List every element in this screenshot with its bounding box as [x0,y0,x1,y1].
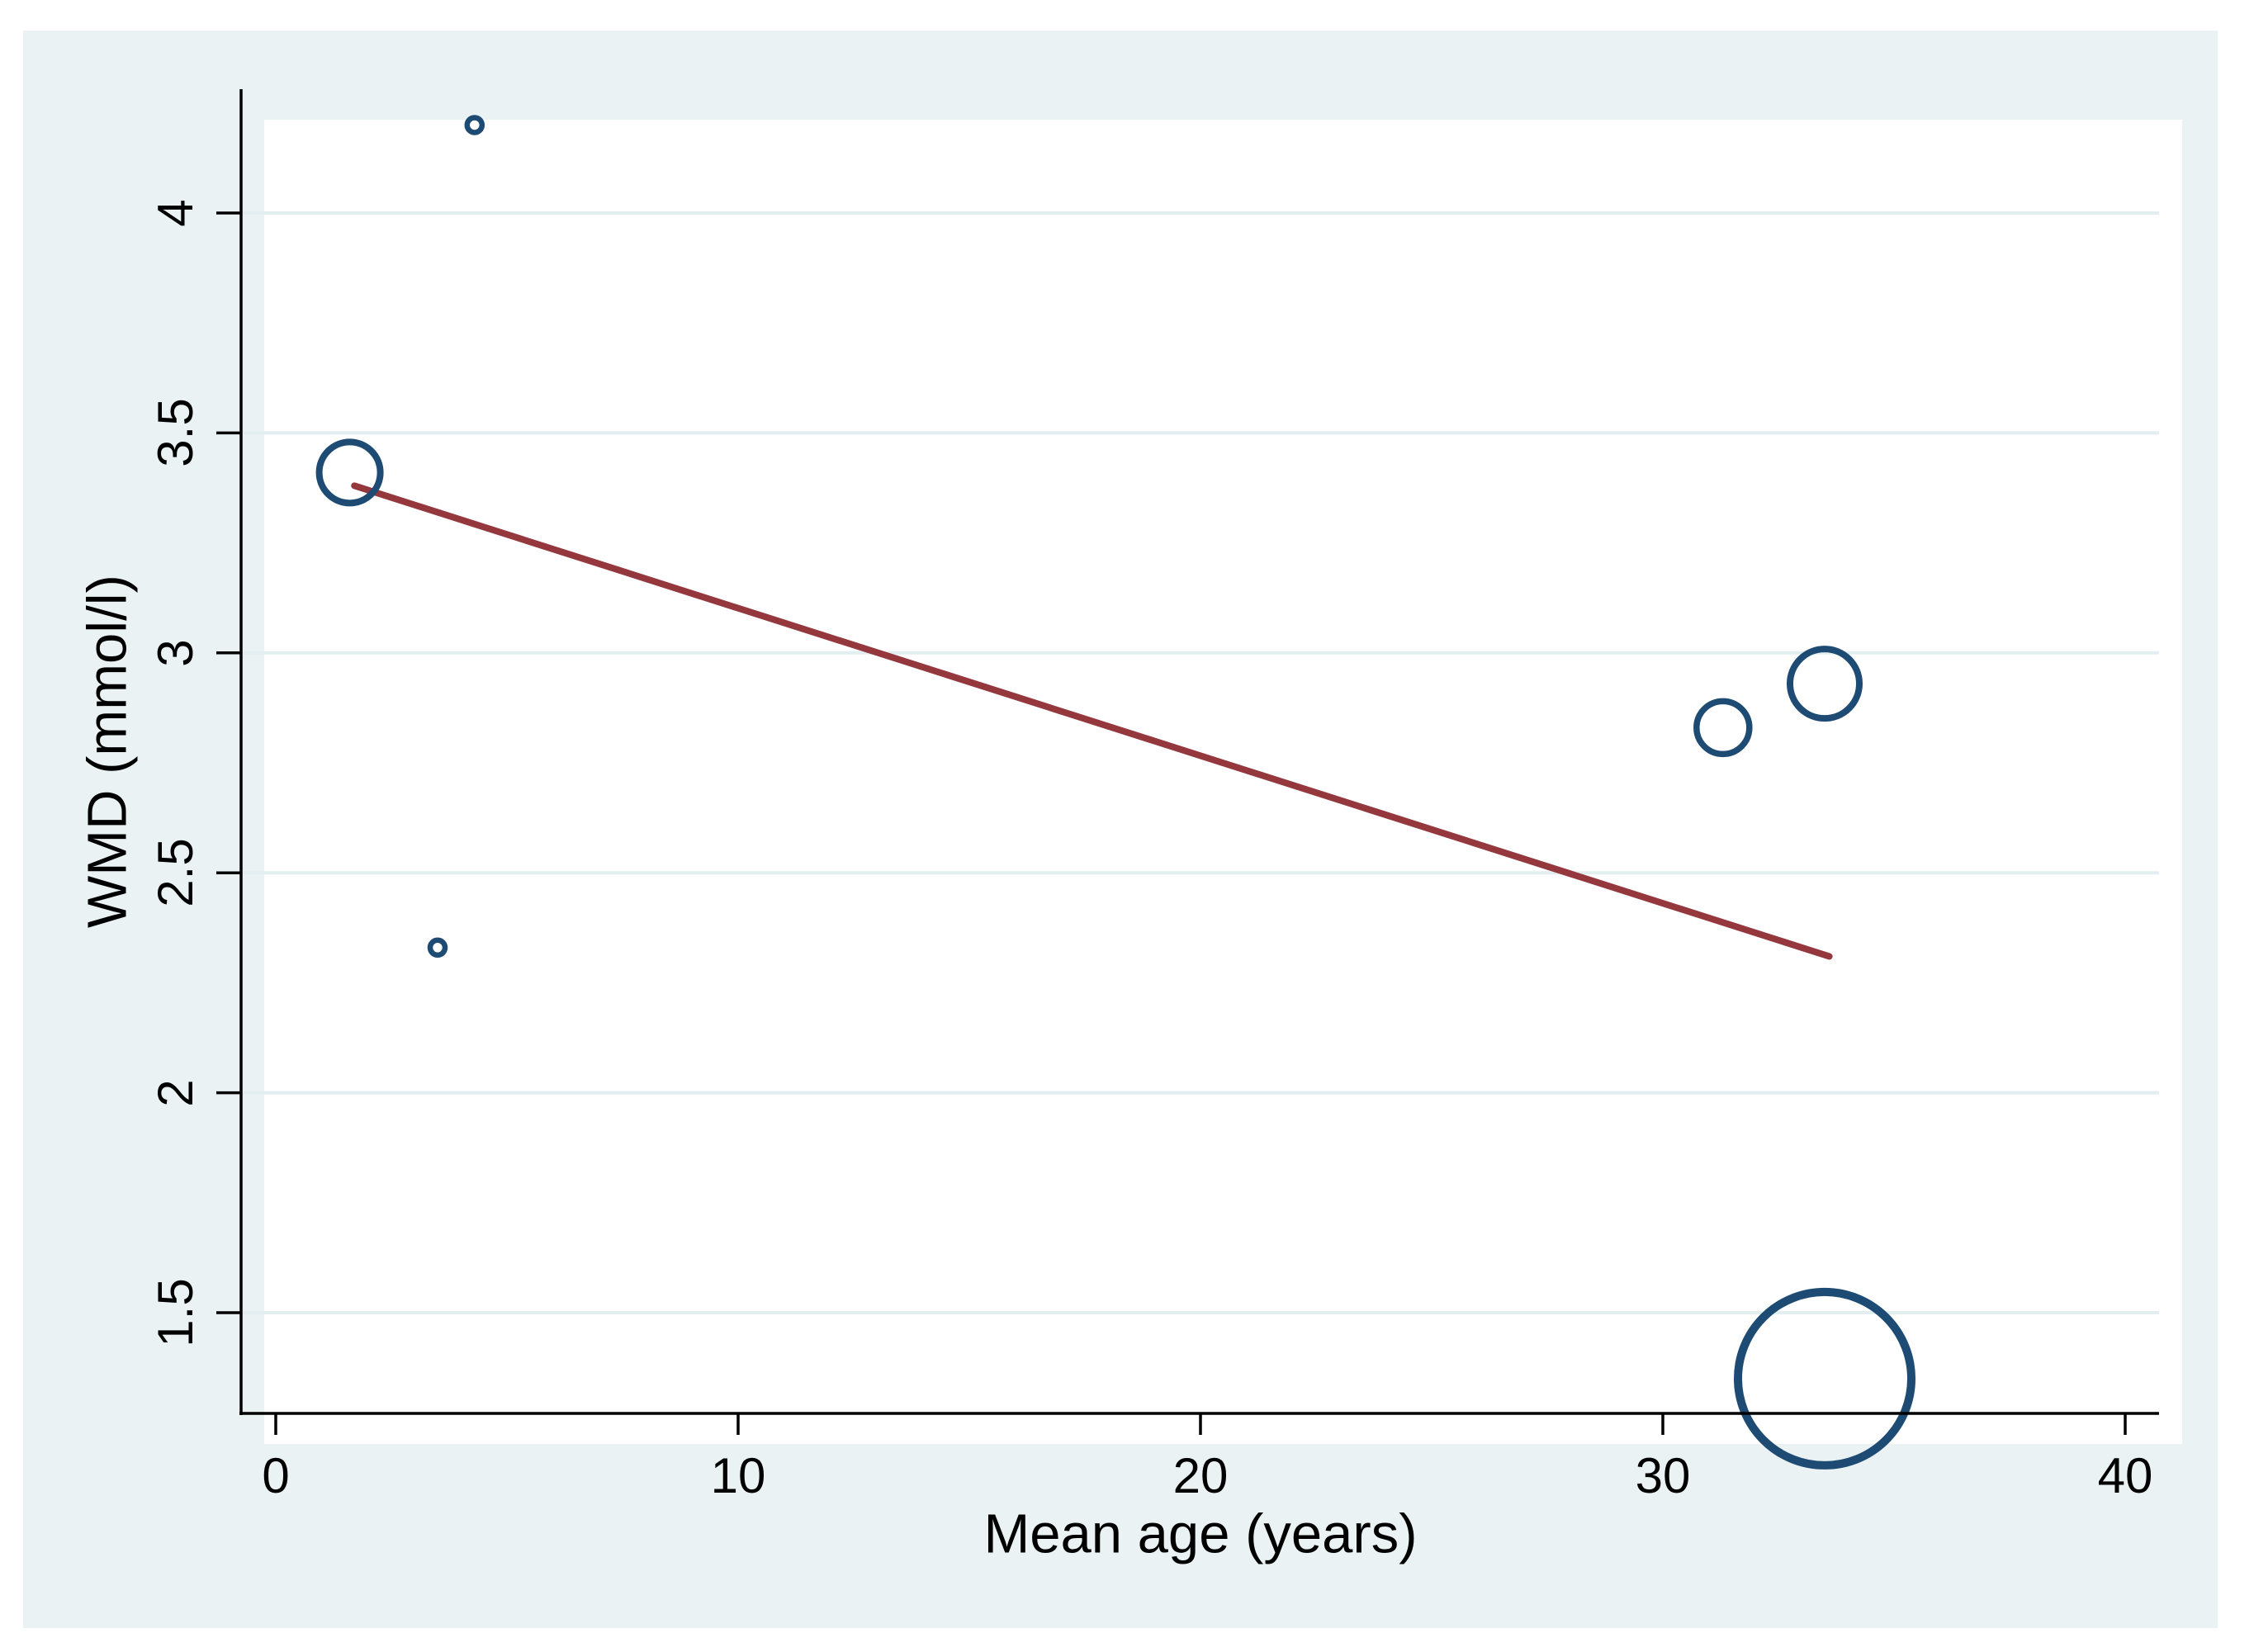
x-tick-label: 0 [262,1448,290,1503]
x-axis-title: Mean age (years) [983,1503,1418,1565]
plot-region [264,120,2182,1444]
bubble-marker [1734,1287,1915,1470]
bubble-marker [464,115,485,135]
x-tick-label: 30 [1635,1448,1691,1503]
graph-canvas [23,31,2218,1628]
y-tick-label: 3 [148,639,203,667]
y-tick-label: 3.5 [148,398,203,468]
x-tick-label: 40 [2097,1448,2153,1503]
bubble-marker [1693,698,1753,758]
bubble-marker [315,438,384,507]
bubble-marker [1787,646,1863,722]
y-tick-label: 2.5 [148,838,203,907]
y-tick-label: 1.5 [148,1278,203,1347]
y-axis-title: WMD (mmol/l) [76,575,139,928]
y-tick-label: 4 [148,199,203,227]
x-tick-label: 20 [1172,1448,1229,1503]
bubble-marker [427,937,448,959]
y-tick-label: 2 [148,1078,203,1107]
regression-line [351,482,1833,960]
x-tick-label: 10 [710,1448,766,1503]
